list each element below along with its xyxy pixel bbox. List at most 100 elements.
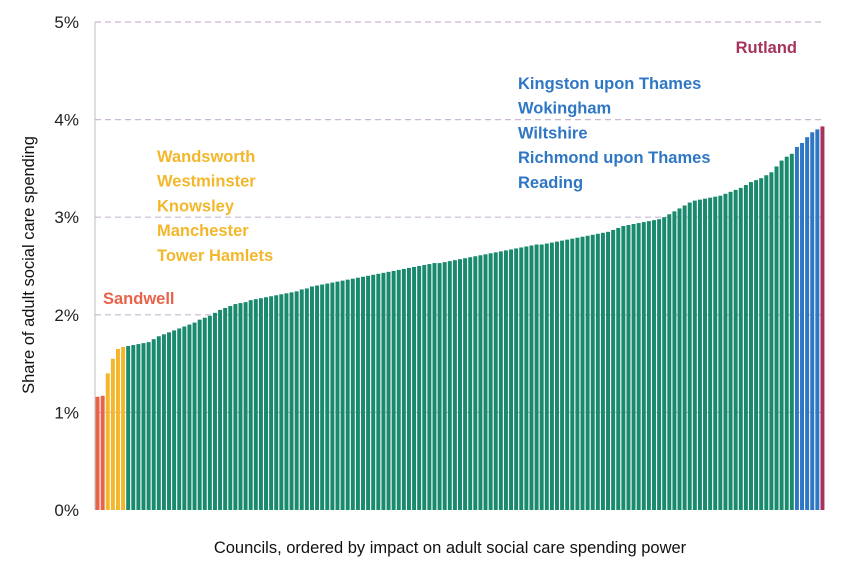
bars	[95, 126, 825, 511]
bar	[590, 234, 595, 510]
y-tick-label: 3%	[54, 208, 79, 227]
bar	[738, 187, 743, 511]
bar	[136, 344, 141, 510]
bar	[575, 237, 580, 510]
bar	[299, 289, 304, 510]
bar	[371, 274, 376, 510]
bar	[381, 272, 386, 510]
bar	[733, 189, 738, 510]
bar	[366, 275, 371, 510]
bar	[284, 293, 289, 510]
bar	[141, 343, 146, 510]
bar	[703, 198, 708, 510]
bar	[503, 250, 508, 510]
bar	[754, 180, 759, 511]
bar	[611, 229, 616, 510]
bar	[156, 336, 161, 510]
y-tick-label: 4%	[54, 111, 79, 130]
bar	[386, 271, 391, 510]
bar	[524, 246, 529, 511]
bar	[325, 283, 330, 510]
bar	[600, 232, 605, 510]
bar	[529, 245, 534, 510]
annotation-label: Wiltshire	[518, 124, 588, 142]
bar	[202, 317, 207, 510]
annotation-label: Reading	[518, 174, 583, 192]
bar	[631, 224, 636, 510]
bar	[447, 261, 452, 510]
bar	[657, 219, 662, 510]
bar	[121, 347, 126, 510]
bar	[708, 197, 713, 510]
bar	[621, 225, 626, 511]
bar	[463, 258, 468, 510]
bar	[815, 129, 820, 511]
bar	[483, 254, 488, 510]
bar	[652, 220, 656, 510]
bar	[560, 240, 565, 510]
bar	[218, 309, 223, 510]
bar	[243, 302, 248, 510]
bar	[212, 312, 217, 510]
bar	[743, 184, 748, 511]
y-tick-label: 1%	[54, 403, 79, 422]
bar	[519, 247, 524, 510]
bar	[570, 238, 575, 511]
bar	[452, 260, 457, 510]
bar	[340, 280, 345, 510]
bar	[488, 253, 493, 510]
bar	[279, 294, 284, 510]
annotation-label: Manchester	[157, 222, 249, 240]
bar	[396, 269, 401, 510]
bar	[468, 257, 473, 510]
bar	[95, 396, 100, 510]
bar	[539, 244, 544, 510]
bar	[238, 303, 243, 510]
bar	[789, 153, 794, 510]
bar	[406, 267, 411, 510]
bar	[126, 346, 131, 510]
bar	[151, 339, 156, 510]
bar	[697, 199, 702, 510]
bar	[442, 262, 447, 510]
bar	[692, 200, 697, 511]
bar	[417, 266, 422, 510]
bar	[422, 265, 427, 510]
bar	[458, 259, 462, 510]
bar	[616, 227, 621, 510]
bar	[606, 231, 611, 510]
bar	[315, 285, 320, 510]
bar	[228, 306, 233, 510]
bar	[514, 248, 519, 510]
bar	[269, 296, 274, 510]
annotations: Sandwell Wandsworth Westminster Knowsley Man…	[103, 39, 797, 308]
bar	[805, 137, 810, 511]
bar	[794, 146, 799, 510]
bar	[100, 395, 105, 510]
y-tick-label: 0%	[54, 501, 79, 520]
bar	[432, 263, 437, 510]
bar	[549, 242, 554, 510]
annotation-label: Richmond upon Thames	[518, 149, 711, 167]
bar	[391, 270, 396, 510]
annotation-label: Sandwell	[103, 290, 175, 308]
bar	[192, 322, 197, 510]
annotation-label: Rutland	[736, 39, 797, 57]
bar	[105, 373, 110, 510]
annotation-label: Kingston upon Thames	[518, 75, 701, 93]
bar	[544, 243, 549, 511]
bar	[167, 332, 172, 510]
annotation-label: Tower Hamlets	[157, 247, 273, 265]
bar	[274, 295, 279, 510]
bar	[131, 345, 136, 510]
bar	[335, 281, 340, 510]
bar	[253, 299, 258, 510]
bar	[509, 249, 514, 510]
bar	[774, 166, 779, 510]
bar	[187, 324, 192, 510]
bar	[172, 330, 177, 510]
bar	[248, 300, 253, 510]
annotation-label: Knowsley	[157, 197, 235, 215]
annotation-label: Westminster	[157, 173, 256, 191]
y-axis-title: Share of adult social care spending	[20, 136, 38, 394]
